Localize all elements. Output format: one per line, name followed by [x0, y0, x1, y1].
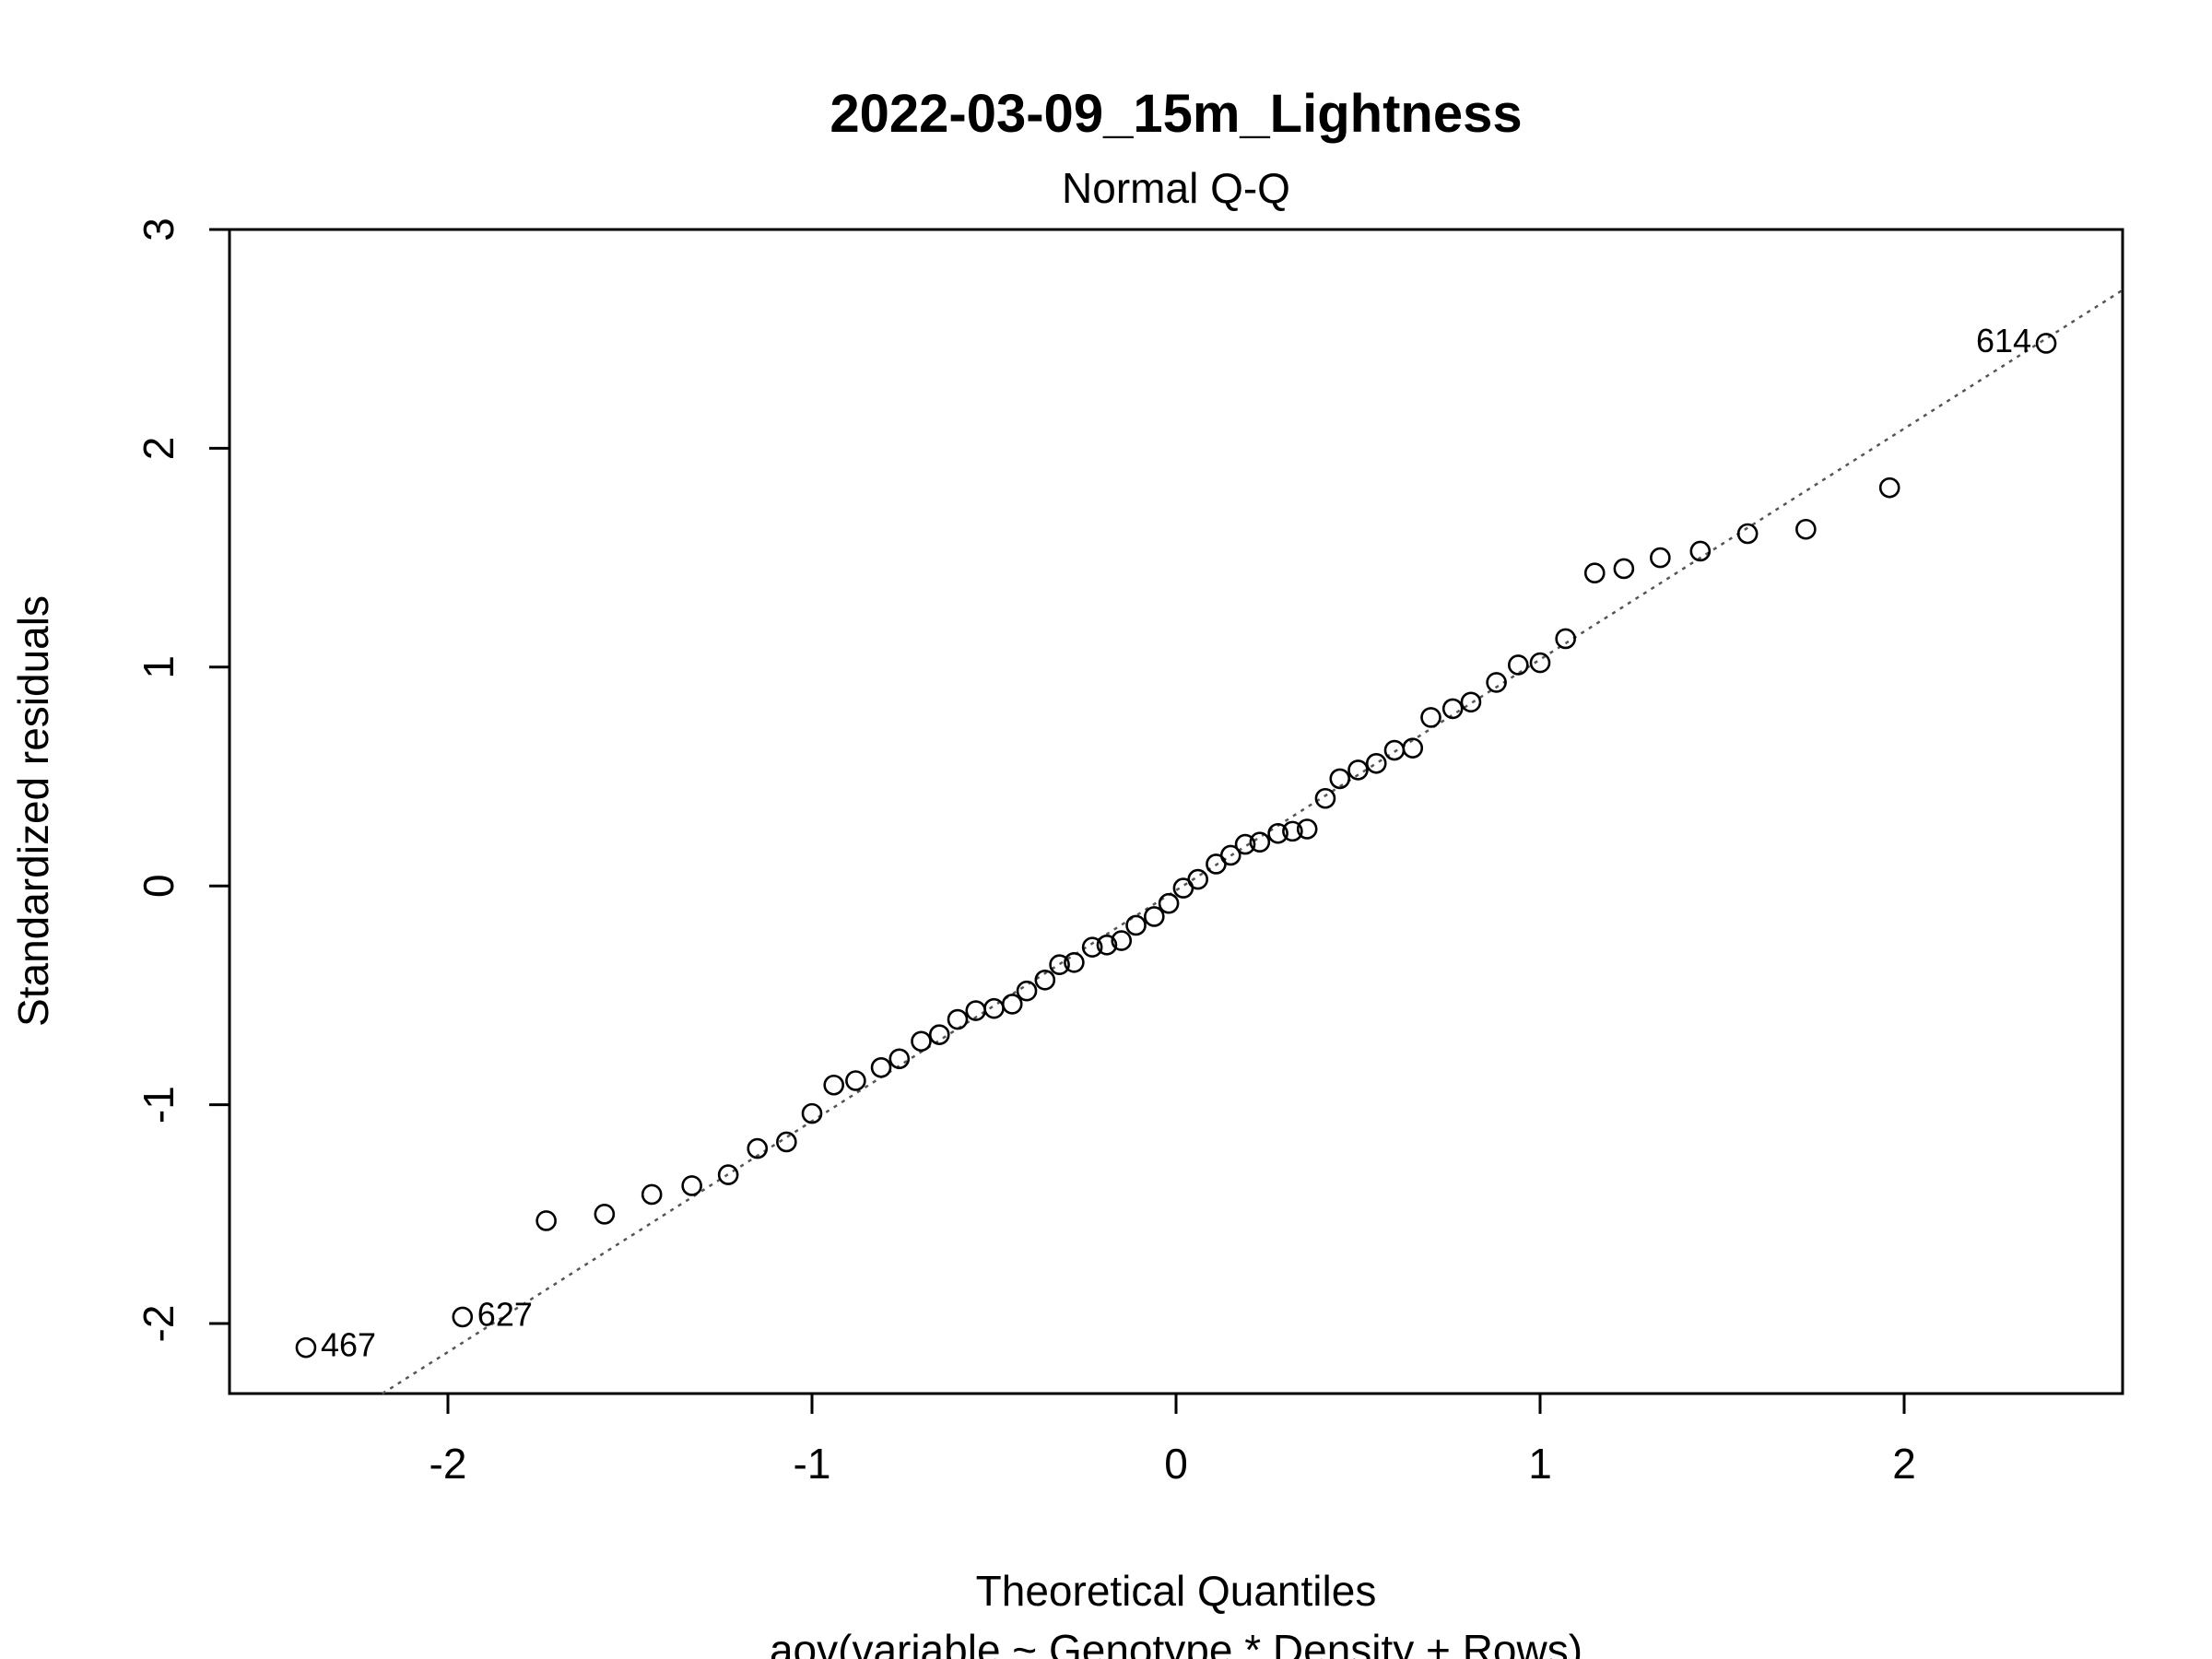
data-point	[681, 1175, 702, 1196]
y-tick-label: 3	[135, 218, 182, 241]
x-tick-label: -2	[429, 1440, 467, 1488]
data-point	[1158, 892, 1180, 914]
chart-title: 2022-03-09_15m_Lightness	[830, 84, 1522, 144]
data-point	[1016, 980, 1038, 1002]
data-point	[823, 1074, 845, 1096]
data-point	[1383, 739, 1406, 761]
data-point	[717, 1164, 739, 1185]
data-point	[1508, 654, 1529, 676]
data-point	[1650, 547, 1671, 569]
data-point	[1187, 868, 1208, 890]
data-point	[1267, 822, 1288, 844]
data-point	[1049, 954, 1070, 975]
data-point	[452, 1306, 474, 1328]
reference-line	[382, 288, 2124, 1395]
data-point	[1081, 936, 1103, 958]
y-tick-label: -2	[135, 1305, 182, 1343]
data-point	[1144, 906, 1165, 927]
data-point	[1365, 752, 1387, 774]
data-point	[888, 1048, 911, 1070]
data-point	[1486, 672, 1507, 693]
y-tick-label: 1	[135, 655, 182, 679]
data-point	[1583, 562, 1606, 584]
data-point	[1347, 759, 1369, 781]
data-point	[1314, 787, 1336, 809]
x-axis: -2 -1 0 1 2	[429, 1392, 1916, 1488]
x-tick-label: 2	[1892, 1440, 1916, 1488]
point-label: 614	[1976, 322, 2031, 359]
data-point	[1219, 844, 1241, 866]
data-point	[641, 1183, 663, 1206]
x-tick-label: 0	[1164, 1440, 1188, 1488]
data-point	[1234, 833, 1256, 855]
y-tick-label: 2	[135, 437, 182, 461]
y-axis-label: Standardized residuals	[9, 595, 57, 1027]
x-axis-label: Theoretical Quantiles	[976, 1567, 1377, 1615]
data-point	[1555, 628, 1576, 650]
data-point	[1111, 930, 1133, 951]
data-point	[1064, 952, 1085, 973]
x-tick-label: 1	[1528, 1440, 1552, 1488]
data-point	[928, 1024, 950, 1045]
x-axis-sublabel: aov(variable ~ Genotype * Density + Rows…	[770, 1626, 1583, 1659]
data-point	[1441, 698, 1464, 720]
y-axis: -2 -1 0 1 2 3	[135, 218, 231, 1343]
data-point	[535, 1210, 557, 1231]
data-point	[1034, 970, 1056, 991]
data-point	[2035, 333, 2057, 354]
data-point	[776, 1131, 797, 1153]
data-point	[1096, 935, 1118, 956]
data-point	[845, 1070, 866, 1091]
point-annotations: 467 627 614	[321, 322, 2031, 1364]
data-point	[1736, 523, 1759, 545]
data-point	[747, 1137, 769, 1159]
data-point	[1402, 737, 1424, 759]
data-point	[947, 1008, 969, 1030]
data-point	[983, 997, 1005, 1019]
data-point	[1420, 707, 1441, 728]
y-tick-label: -1	[135, 1086, 182, 1124]
data-point	[1613, 558, 1635, 580]
data-point	[1329, 768, 1351, 790]
data-points	[295, 333, 2057, 1359]
data-point	[911, 1030, 932, 1053]
data-point	[1689, 540, 1712, 562]
data-point	[1878, 477, 1900, 499]
x-tick-label: -1	[794, 1440, 831, 1488]
data-point	[295, 1336, 317, 1359]
point-label: 467	[321, 1326, 376, 1364]
data-point	[870, 1056, 892, 1078]
chart-subtitle: Normal Q-Q	[1062, 164, 1290, 212]
data-point	[1296, 818, 1318, 840]
data-point	[1460, 691, 1482, 713]
data-point	[594, 1204, 616, 1225]
plot-frame	[228, 228, 2124, 1395]
data-point	[1125, 914, 1147, 936]
data-point	[1249, 831, 1271, 853]
data-point	[801, 1102, 823, 1124]
data-point	[1795, 518, 1817, 540]
data-point	[1529, 652, 1551, 674]
data-point	[1001, 994, 1023, 1015]
data-point	[1282, 820, 1303, 842]
y-tick-label: 0	[135, 874, 182, 898]
point-label: 627	[477, 1295, 533, 1333]
